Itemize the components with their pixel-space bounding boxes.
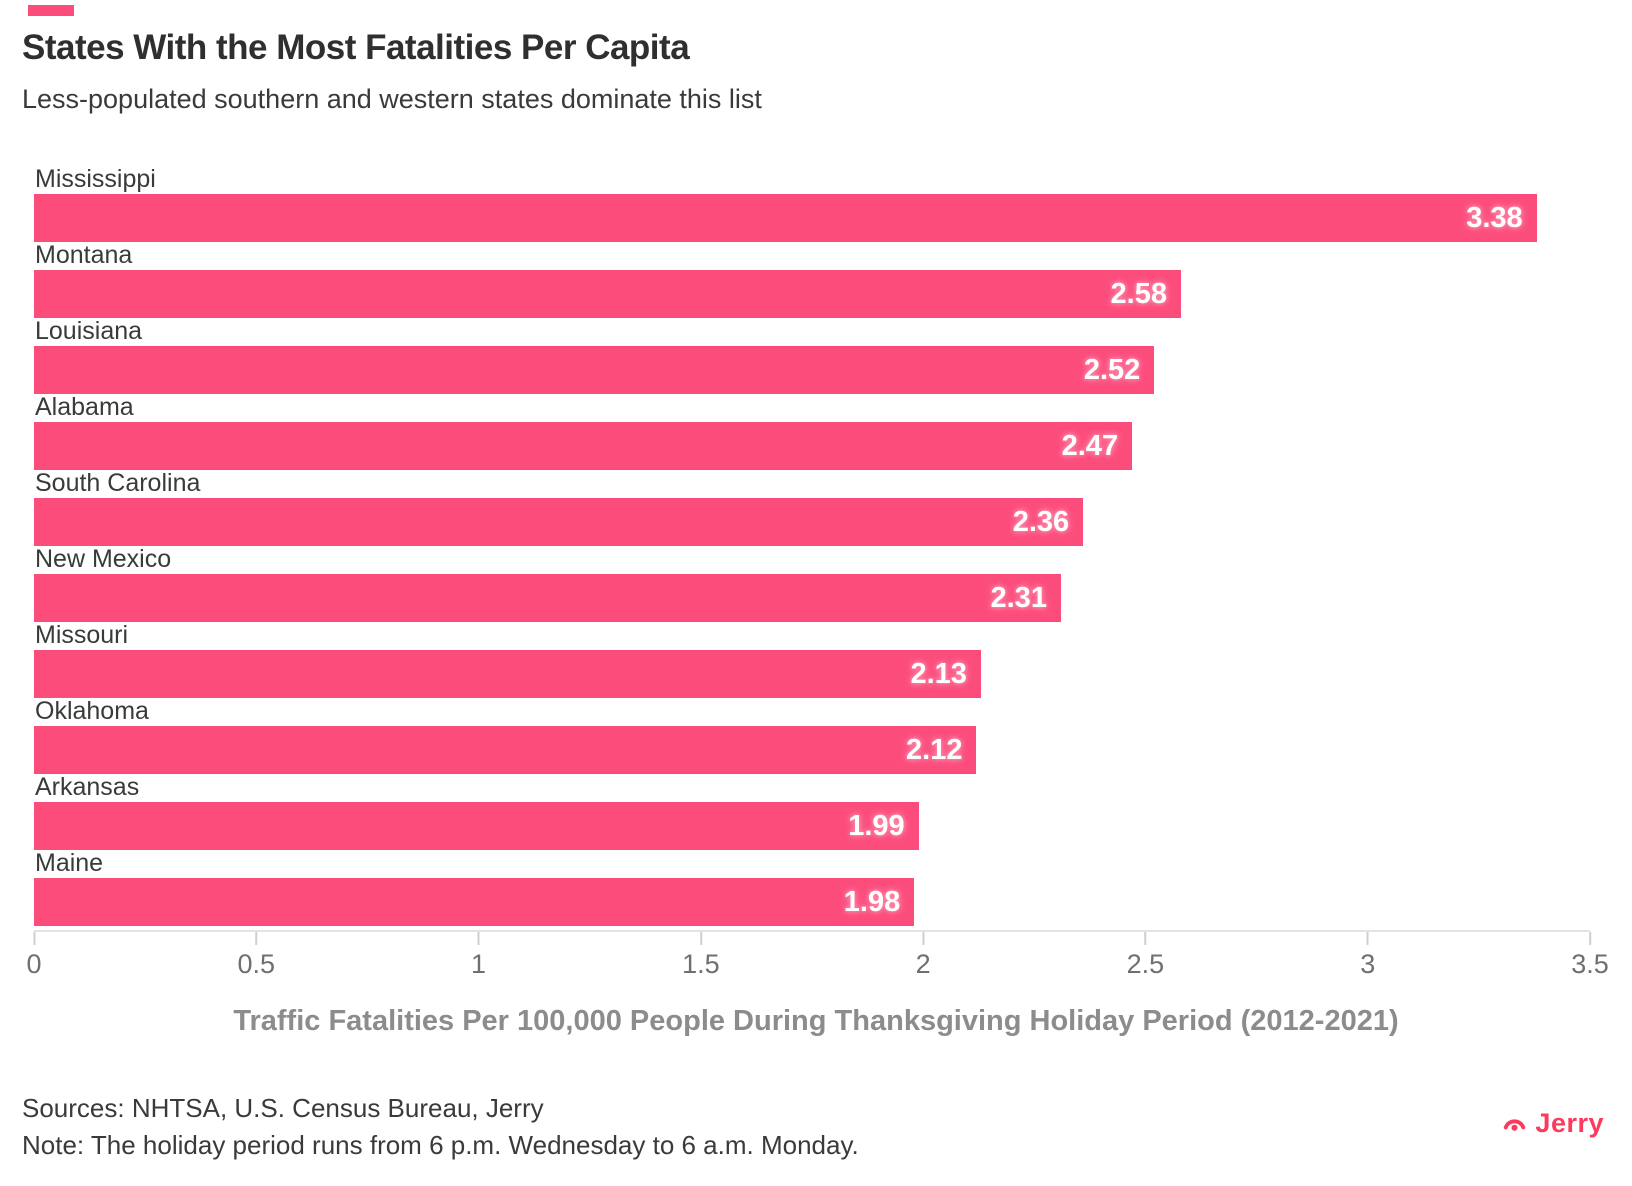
bar-value: 2.31 (990, 581, 1047, 614)
axis-tick: 3 (1360, 932, 1375, 980)
chart-header: States With the Most Fatalities Per Capi… (0, 0, 1632, 117)
axis-tick-label: 0 (26, 949, 42, 979)
axis-tick: 2 (916, 932, 931, 980)
jerry-logo-text: Jerry (1535, 1108, 1604, 1138)
sources-text: Sources: NHTSA, U.S. Census Bureau, Jerr… (22, 1093, 544, 1123)
bar-row: Oklahoma 2.12 (34, 698, 1590, 774)
bar: 2.58 (34, 270, 1181, 318)
bar-value: 1.99 (848, 809, 905, 842)
axis-tick-label: 1 (471, 949, 487, 979)
bar-row: Louisiana 2.52 (34, 318, 1590, 394)
bar: 1.99 (34, 802, 919, 850)
page-subtitle: Less-populated southern and western stat… (22, 83, 762, 114)
axis-tick: 0.5 (237, 932, 276, 980)
bar-label: Mississippi (35, 165, 156, 193)
bar-value: 2.13 (910, 657, 967, 690)
footer: Sources: NHTSA, U.S. Census Bureau, Jerr… (22, 1090, 859, 1164)
bar-label: Maine (35, 849, 104, 877)
x-axis: 0 0.5 1 1.5 2 2.5 3 (26, 930, 1609, 986)
axis-tick-mark (1588, 932, 1591, 945)
axis-tick-label: 2.5 (1126, 949, 1165, 979)
corner-accent-mark (28, 5, 74, 16)
bar-value: 2.12 (906, 733, 963, 766)
axis-tick-mark (33, 932, 35, 945)
axis-tick: 1 (471, 932, 486, 980)
bar-row: Missouri 2.13 (34, 622, 1590, 698)
page-title: States With the Most Fatalities Per Capi… (22, 28, 690, 67)
bar-row: New Mexico 2.31 (34, 546, 1590, 622)
bar: 2.13 (34, 650, 981, 698)
axis-tick: 0 (26, 932, 42, 980)
bar-row: Maine 1.98 (34, 850, 1590, 926)
bar-row: Montana 2.58 (34, 242, 1590, 318)
bar-label: South Carolina (35, 469, 201, 497)
axis-tick-mark (1144, 932, 1147, 945)
bar-label: Oklahoma (35, 697, 149, 725)
bar-chart: Mississippi 3.38 Montana 2.58 Louisiana … (34, 166, 1590, 926)
bar-value: 3.38 (1466, 201, 1523, 234)
jerry-logo: Jerry (1501, 1108, 1604, 1139)
bar-row: South Carolina 2.36 (34, 470, 1590, 546)
bar: 1.98 (34, 878, 915, 926)
bar-label: Missouri (35, 621, 129, 649)
bar-value: 2.58 (1110, 277, 1167, 310)
bar-value: 1.98 (843, 885, 901, 918)
bar-label: Louisiana (35, 317, 143, 345)
bar-value: 2.36 (1012, 505, 1070, 538)
x-axis-title: Traffic Fatalities Per 100,000 People Du… (233, 1005, 1399, 1037)
axis-tick-label: 2 (915, 949, 931, 979)
axis-tick: 3.5 (1571, 932, 1609, 980)
bar-row: Arkansas 1.99 (34, 774, 1590, 850)
axis-tick-label: 1.5 (682, 949, 720, 979)
axis-tick-mark (922, 932, 925, 945)
jerry-arc-dot-icon (1504, 1119, 1526, 1131)
bar: 2.12 (34, 726, 977, 774)
bar: 2.52 (34, 346, 1155, 394)
bar: 2.47 (34, 422, 1133, 470)
bar-label: New Mexico (35, 545, 172, 573)
bar-row: Alabama 2.47 (34, 394, 1590, 470)
note-text: Note: The holiday period runs from 6 p.m… (22, 1130, 859, 1160)
axis-tick-label: 0.5 (237, 949, 276, 979)
axis-tick-mark (1366, 932, 1369, 945)
axis-tick-mark (699, 932, 702, 945)
axis-tick-label: 3.5 (1571, 949, 1609, 979)
bar-value: 2.52 (1083, 353, 1141, 386)
bar-value: 2.47 (1061, 429, 1119, 462)
axis-tick: 2.5 (1126, 932, 1165, 980)
axis-tick-label: 3 (1360, 949, 1376, 979)
bar-label: Montana (35, 241, 133, 269)
axis-tick-mark (255, 932, 258, 945)
bar-label: Arkansas (35, 773, 140, 801)
axis-tick: 1.5 (682, 932, 720, 980)
bar-label: Alabama (35, 393, 134, 421)
bar-row: Mississippi 3.38 (34, 166, 1590, 242)
bar: 2.36 (34, 498, 1084, 546)
bar-rows: Mississippi 3.38 Montana 2.58 Louisiana … (34, 166, 1590, 926)
bar: 2.31 (34, 574, 1061, 622)
axis-tick-mark (477, 932, 480, 945)
bar: 3.38 (34, 194, 1537, 242)
